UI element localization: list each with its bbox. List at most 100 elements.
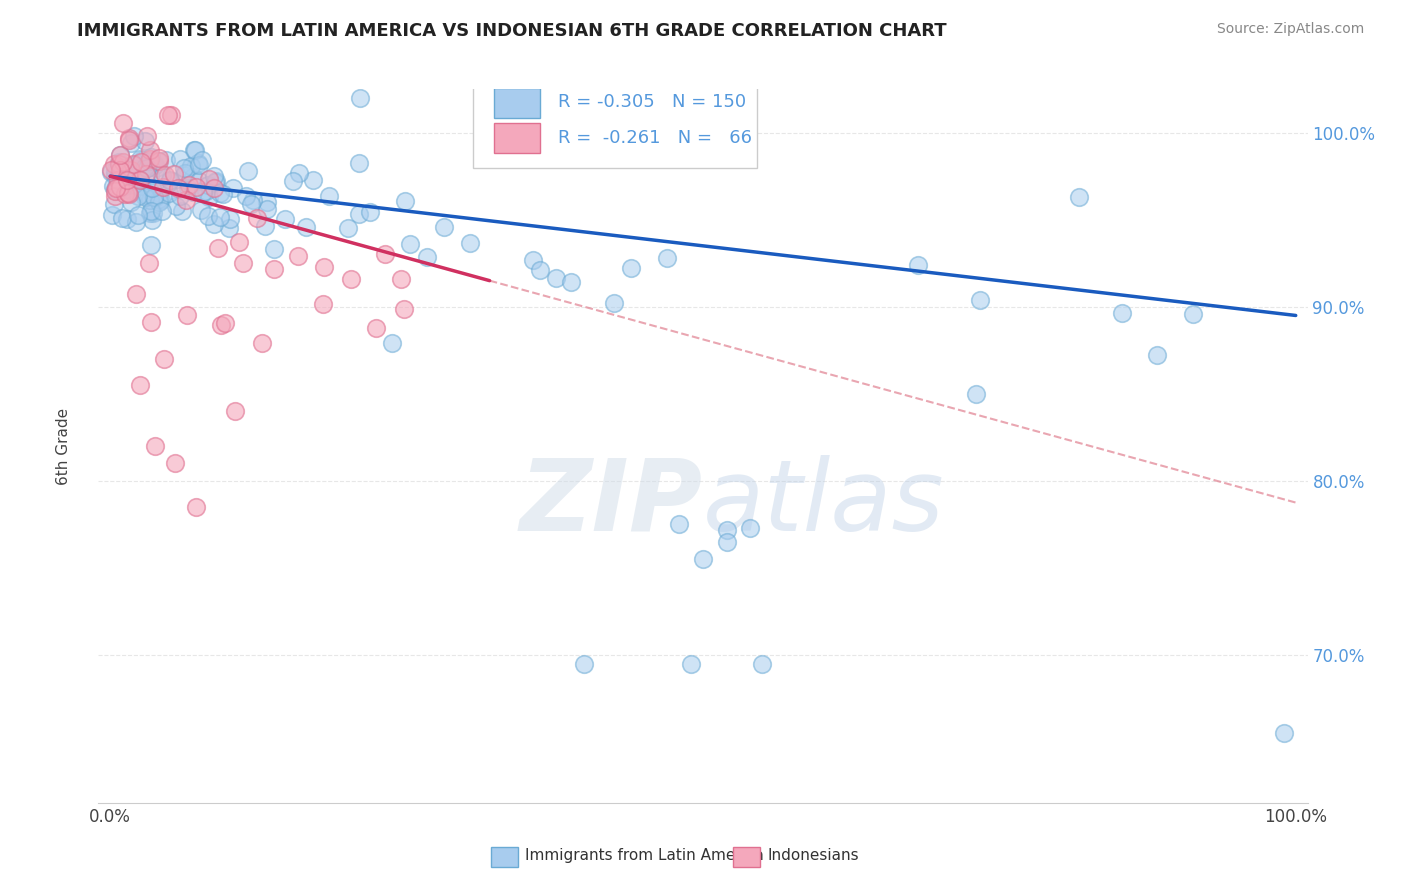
Point xyxy=(115,182,138,196)
Point xyxy=(124,158,146,172)
Point xyxy=(111,211,134,225)
Point xyxy=(193,185,215,199)
Point xyxy=(181,185,204,199)
Text: R =  -0.261   N =   66: R = -0.261 N = 66 xyxy=(558,128,752,146)
Point xyxy=(302,173,325,187)
Point xyxy=(112,154,135,169)
Point xyxy=(118,131,141,145)
Point xyxy=(190,153,212,167)
Point xyxy=(183,143,205,157)
Point xyxy=(337,221,360,235)
Point xyxy=(159,172,181,186)
Point xyxy=(141,237,163,252)
Point xyxy=(433,220,456,235)
Point xyxy=(281,174,304,188)
Point xyxy=(228,235,250,249)
Text: atlas: atlas xyxy=(703,455,945,551)
Point xyxy=(574,657,596,671)
Point xyxy=(159,174,181,188)
Point xyxy=(108,160,131,174)
Point xyxy=(125,286,148,301)
Point xyxy=(143,192,166,206)
Point xyxy=(104,182,127,196)
Text: R = -0.305   N = 150: R = -0.305 N = 150 xyxy=(558,93,747,111)
Point xyxy=(242,194,264,208)
Point xyxy=(117,186,139,201)
Point xyxy=(546,271,568,285)
Point xyxy=(366,320,388,334)
Point xyxy=(142,206,165,220)
Point xyxy=(136,187,159,202)
Point xyxy=(128,171,150,186)
Point xyxy=(100,165,122,179)
Point xyxy=(120,163,142,178)
Point xyxy=(190,203,212,218)
Point xyxy=(141,315,163,329)
Point xyxy=(256,195,278,210)
Point xyxy=(204,175,226,189)
Point xyxy=(145,161,167,176)
Point xyxy=(399,236,422,251)
Point xyxy=(148,153,170,168)
Point xyxy=(740,521,762,535)
Point xyxy=(681,657,703,671)
Point xyxy=(138,153,160,167)
Point xyxy=(1272,726,1295,740)
Point xyxy=(105,180,128,194)
Point xyxy=(202,169,225,183)
Bar xyxy=(734,847,759,867)
Point xyxy=(108,157,131,171)
Bar xyxy=(494,123,540,153)
Point xyxy=(218,220,240,235)
Point xyxy=(100,163,122,178)
Point xyxy=(349,91,371,105)
Point xyxy=(138,143,160,157)
Point xyxy=(165,457,187,471)
Point xyxy=(522,253,544,268)
Point xyxy=(129,178,152,193)
Point xyxy=(177,178,200,192)
Point xyxy=(207,241,229,255)
Point xyxy=(131,153,153,167)
Point xyxy=(240,197,263,211)
Point xyxy=(134,190,156,204)
Point xyxy=(148,153,170,168)
Point xyxy=(104,169,127,184)
Point xyxy=(214,316,236,330)
Point xyxy=(1111,306,1133,320)
Point xyxy=(1182,307,1205,321)
Point xyxy=(104,164,127,178)
Point xyxy=(127,189,149,203)
Point xyxy=(174,166,197,180)
Point xyxy=(107,181,129,195)
Point xyxy=(138,255,160,269)
Point xyxy=(103,197,125,211)
Point xyxy=(347,206,370,220)
Point xyxy=(250,335,273,350)
Point xyxy=(142,190,165,204)
Point xyxy=(620,260,643,275)
Point xyxy=(907,258,929,272)
Point xyxy=(107,173,129,187)
Point xyxy=(105,172,128,186)
Text: Indonesians: Indonesians xyxy=(768,848,859,863)
Point xyxy=(128,157,150,171)
Point xyxy=(173,161,195,176)
Point xyxy=(312,297,335,311)
Point xyxy=(150,203,173,218)
Point xyxy=(114,177,136,191)
Text: ZIP: ZIP xyxy=(520,455,703,551)
Point xyxy=(751,657,773,671)
Point xyxy=(197,209,219,223)
Point xyxy=(101,208,124,222)
Point xyxy=(108,155,131,169)
Point xyxy=(177,181,200,195)
Point xyxy=(135,161,157,175)
Point xyxy=(969,293,991,308)
Point xyxy=(173,168,195,182)
Point xyxy=(104,189,127,203)
Point xyxy=(458,235,481,250)
Point xyxy=(129,378,152,392)
Point xyxy=(222,181,245,195)
Text: Immigrants from Latin America: Immigrants from Latin America xyxy=(526,848,763,863)
